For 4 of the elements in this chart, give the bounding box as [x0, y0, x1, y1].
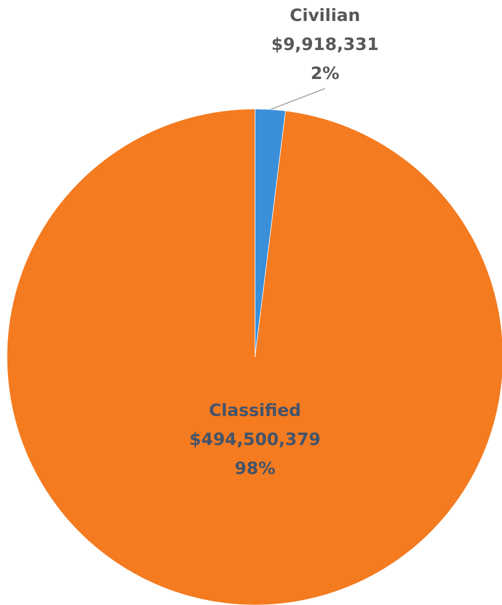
- data-label: $494,500,379 98%: [189, 430, 321, 479]
- data-label: $9,918,331 2%: [271, 35, 379, 84]
- slice-label: Classified: [208, 401, 302, 421]
- slice-label: Civilian: [290, 6, 360, 26]
